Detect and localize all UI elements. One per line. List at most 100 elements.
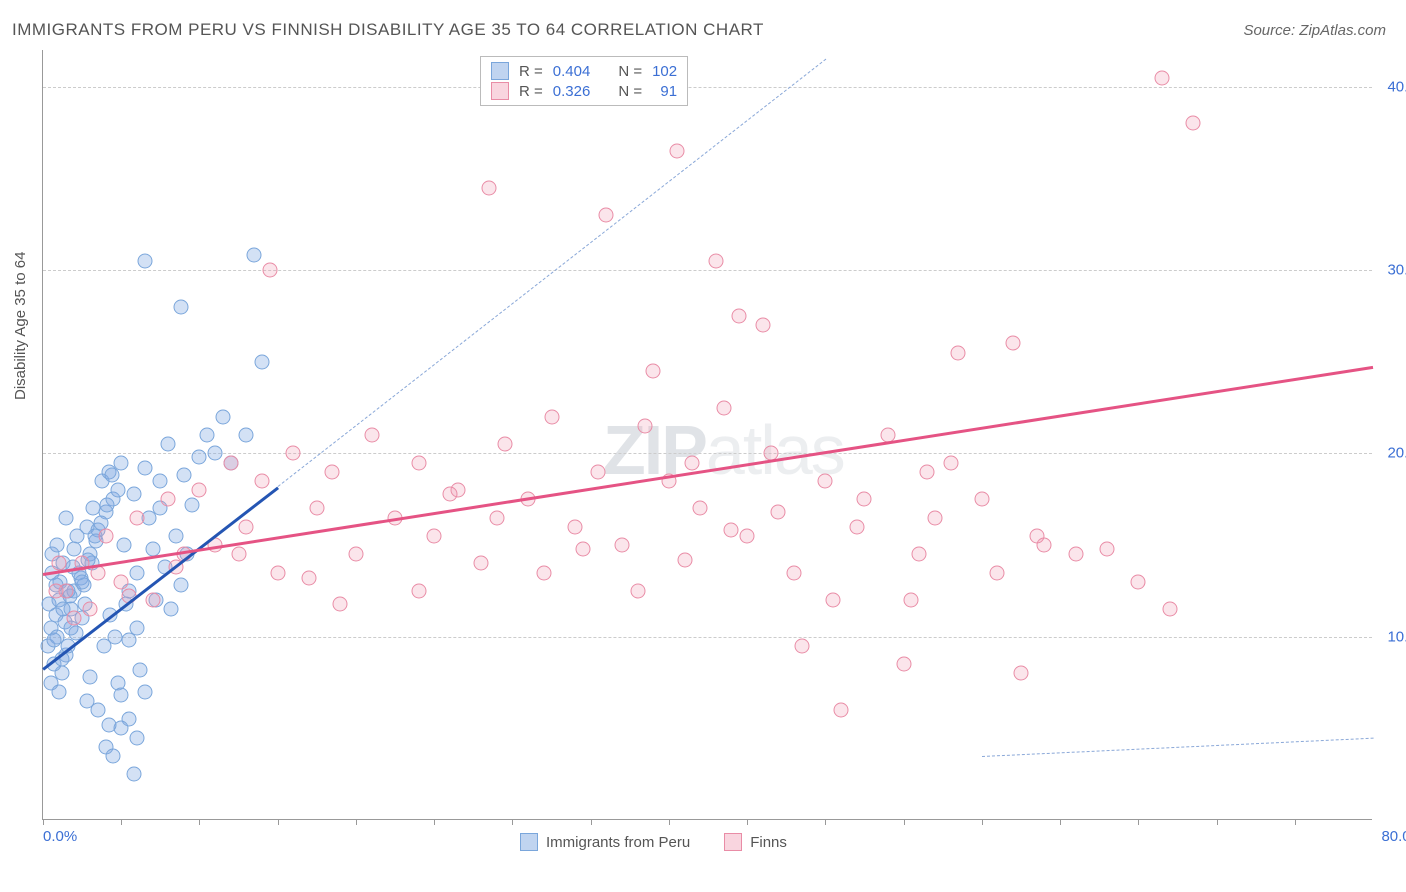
gridline (43, 637, 1372, 638)
data-point (677, 552, 692, 567)
x-tick (512, 819, 513, 825)
x-tick-label: 0.0% (43, 828, 77, 845)
data-point (309, 501, 324, 516)
data-point (133, 662, 148, 677)
data-point (489, 510, 504, 525)
data-point (51, 684, 66, 699)
n-value: 91 (652, 83, 677, 100)
data-point (442, 486, 457, 501)
data-point (192, 450, 207, 465)
data-point (137, 253, 152, 268)
data-point (231, 547, 246, 562)
data-point (82, 602, 97, 617)
y-tick-label: 10.0% (1387, 628, 1406, 645)
data-point (411, 455, 426, 470)
data-point (137, 461, 152, 476)
data-point (48, 583, 63, 598)
data-point (1154, 70, 1169, 85)
trend-line (43, 365, 1373, 575)
x-tick (1138, 819, 1139, 825)
data-point (1186, 116, 1201, 131)
data-point (101, 717, 116, 732)
data-point (857, 492, 872, 507)
legend-row: R = 0.326 N = 91 (491, 81, 677, 101)
data-point (364, 428, 379, 443)
data-point (599, 208, 614, 223)
data-point (732, 308, 747, 323)
data-point (920, 464, 935, 479)
data-point (685, 455, 700, 470)
data-point (114, 455, 129, 470)
data-point (716, 400, 731, 415)
x-tick (43, 819, 44, 825)
n-label: N = (618, 83, 642, 100)
data-point (200, 428, 215, 443)
data-point (255, 473, 270, 488)
data-point (59, 510, 74, 525)
x-tick (434, 819, 435, 825)
legend-label: Immigrants from Peru (546, 834, 690, 851)
r-value: 0.326 (553, 83, 591, 100)
data-point (427, 528, 442, 543)
data-point (129, 730, 144, 745)
data-point (575, 541, 590, 556)
data-point (740, 528, 755, 543)
data-point (192, 483, 207, 498)
data-point (693, 501, 708, 516)
data-point (111, 483, 126, 498)
data-point (990, 565, 1005, 580)
data-point (630, 583, 645, 598)
data-point (544, 409, 559, 424)
data-point (1029, 528, 1044, 543)
data-point (591, 464, 606, 479)
data-point (82, 670, 97, 685)
data-point (239, 428, 254, 443)
data-point (161, 437, 176, 452)
data-point (255, 354, 270, 369)
gridline (43, 270, 1372, 271)
data-point (114, 574, 129, 589)
data-point (223, 455, 238, 470)
data-point (724, 523, 739, 538)
correlation-legend: R =0.404N =102R =0.326N = 91 (480, 56, 688, 106)
data-point (208, 446, 223, 461)
x-tick (356, 819, 357, 825)
x-tick (1295, 819, 1296, 825)
data-point (1100, 541, 1115, 556)
legend-swatch (491, 62, 509, 80)
data-point (173, 299, 188, 314)
data-point (787, 565, 802, 580)
data-point (137, 684, 152, 699)
data-point (145, 541, 160, 556)
data-point (215, 409, 230, 424)
x-tick (278, 819, 279, 825)
data-point (568, 519, 583, 534)
data-point (129, 565, 144, 580)
data-point (755, 318, 770, 333)
x-tick (1060, 819, 1061, 825)
chart-title: IMMIGRANTS FROM PERU VS FINNISH DISABILI… (12, 20, 764, 40)
data-point (474, 556, 489, 571)
data-point (126, 767, 141, 782)
data-point (50, 538, 65, 553)
data-point (106, 748, 121, 763)
data-point (117, 538, 132, 553)
data-point (1131, 574, 1146, 589)
data-point (164, 602, 179, 617)
data-point (104, 468, 119, 483)
data-point (122, 633, 137, 648)
n-label: N = (618, 63, 642, 80)
data-point (943, 455, 958, 470)
r-label: R = (519, 83, 543, 100)
data-point (849, 519, 864, 534)
data-point (794, 638, 809, 653)
scatter-plot-area: ZIPatlas 10.0%20.0%30.0%40.0%0.0%80.0% (42, 50, 1372, 820)
data-point (614, 538, 629, 553)
data-point (129, 510, 144, 525)
x-tick (1217, 819, 1218, 825)
data-point (75, 574, 90, 589)
legend-label: Finns (750, 834, 787, 851)
y-tick-label: 40.0% (1387, 78, 1406, 95)
data-point (904, 593, 919, 608)
data-point (286, 446, 301, 461)
